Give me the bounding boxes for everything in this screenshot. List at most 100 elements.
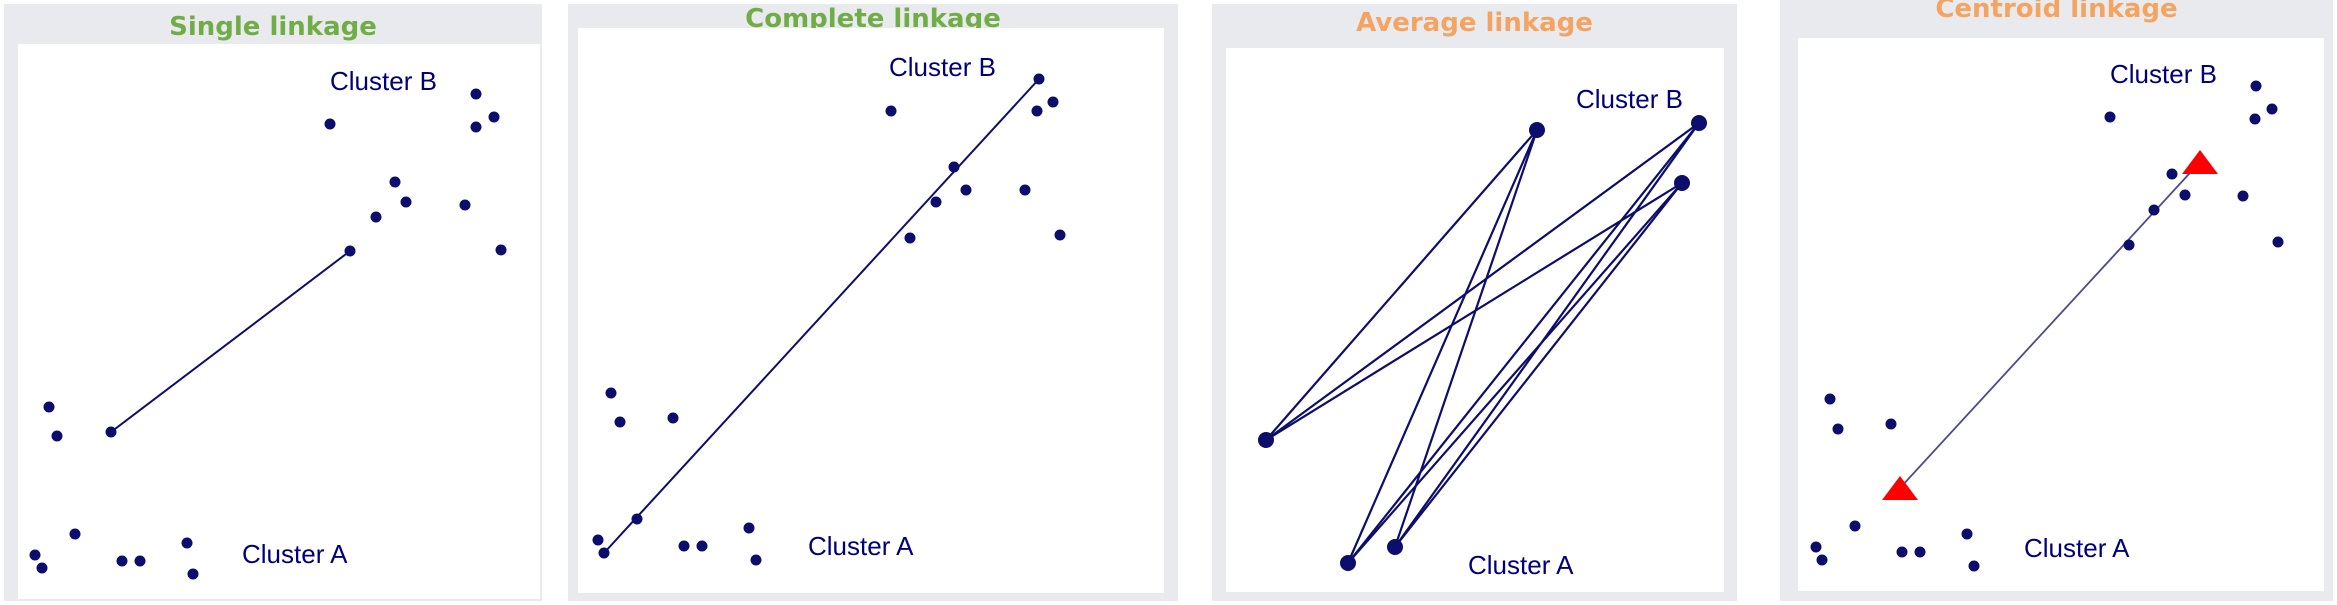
- data-point: [678, 540, 690, 552]
- centroid-linkage-line: [1899, 161, 2201, 489]
- cluster-b-points: [2104, 80, 2284, 251]
- data-point: [1914, 546, 1926, 558]
- data-point: [1691, 115, 1707, 131]
- data-point: [1816, 554, 1828, 566]
- linkage-line: [1347, 122, 1700, 564]
- data-point: [69, 528, 81, 540]
- data-point: [631, 513, 643, 525]
- plot-svg: Cluster B Cluster A: [29, 66, 507, 580]
- data-point: [1832, 423, 1844, 435]
- data-point: [1047, 96, 1059, 108]
- panel-title: Centroid linkage: [1935, 0, 2178, 24]
- linkage-line: [1393, 129, 1539, 548]
- plot-svg: Cluster B Cluster A: [1258, 84, 1707, 580]
- data-point: [2179, 189, 2191, 201]
- data-point: [2266, 103, 2278, 115]
- data-point: [370, 211, 382, 223]
- panel-complete-linkage: Complete linkage Cluster: [568, 4, 1178, 601]
- plot-area: [578, 28, 1164, 593]
- data-point: [29, 549, 41, 561]
- linkage-line: [1347, 182, 1683, 564]
- data-point: [1824, 393, 1836, 405]
- data-point: [592, 534, 604, 546]
- data-point: [2249, 113, 2261, 125]
- linkage-line: [1265, 129, 1538, 441]
- data-point: [2104, 111, 2116, 123]
- data-point: [1258, 432, 1274, 448]
- data-point: [344, 245, 356, 257]
- data-point: [181, 537, 193, 549]
- data-point: [324, 118, 336, 130]
- cluster-b-label: Cluster B: [2110, 59, 2217, 89]
- data-point: [598, 547, 610, 559]
- linkage-line: [1394, 182, 1683, 548]
- panel-title: Single linkage: [169, 12, 377, 42]
- cluster-a-label: Cluster A: [808, 531, 914, 561]
- cluster-b-label: Cluster B: [330, 66, 437, 96]
- linkage-line: [1265, 122, 1700, 441]
- data-point: [1885, 418, 1897, 430]
- panel-single-linkage: Single linkage Cluster B: [4, 4, 542, 601]
- panel-title: Average linkage: [1356, 8, 1593, 38]
- data-point: [1387, 539, 1403, 555]
- plot-svg: Cluster B Cluster A: [1810, 59, 2284, 572]
- centroid-a-triangle: [1882, 476, 1918, 500]
- linkage-line: [110, 250, 351, 433]
- cluster-b-label: Cluster B: [1576, 84, 1683, 114]
- data-point: [960, 184, 972, 196]
- cluster-b-points: [885, 73, 1066, 244]
- data-point: [1968, 560, 1980, 572]
- data-point: [1896, 546, 1908, 558]
- data-point: [36, 562, 48, 574]
- data-point: [2237, 190, 2249, 202]
- data-point: [105, 426, 117, 438]
- data-point: [116, 555, 128, 567]
- data-point: [1529, 122, 1545, 138]
- plot-area: [1226, 48, 1724, 592]
- centroid-b-triangle: [2182, 150, 2218, 174]
- linkage-line: [603, 78, 1040, 554]
- cluster-b-label: Cluster B: [889, 52, 996, 82]
- cluster-a-label: Cluster A: [242, 539, 348, 569]
- data-point: [470, 121, 482, 133]
- data-point: [1961, 528, 1973, 540]
- data-point: [2123, 239, 2135, 251]
- data-point: [470, 88, 482, 100]
- linkage-line: [1346, 129, 1539, 564]
- cluster-a-points: [29, 401, 199, 580]
- data-point: [2272, 236, 2284, 248]
- data-point: [1674, 175, 1690, 191]
- data-point: [1340, 555, 1356, 571]
- data-point: [51, 430, 63, 442]
- data-point: [1849, 520, 1861, 532]
- cluster-a-label: Cluster A: [1468, 550, 1574, 580]
- data-point: [187, 568, 199, 580]
- data-point: [696, 540, 708, 552]
- data-point: [134, 555, 146, 567]
- linkage-line: [1265, 182, 1683, 441]
- data-point: [1033, 73, 1045, 85]
- plot-svg: Cluster B Cluster A: [592, 52, 1066, 566]
- cluster-points: [1258, 115, 1707, 571]
- data-point: [459, 199, 471, 211]
- cluster-a-points: [1810, 393, 1980, 572]
- data-point: [605, 387, 617, 399]
- panel-average-linkage: Average linkage Cluster B Cluster A: [1212, 4, 1737, 601]
- data-point: [488, 111, 500, 123]
- data-point: [750, 554, 762, 566]
- plot-area: [18, 44, 540, 599]
- data-point: [667, 412, 679, 424]
- cluster-b-points: [324, 88, 507, 257]
- data-point: [904, 232, 916, 244]
- data-point: [2250, 80, 2262, 92]
- data-point: [43, 401, 55, 413]
- data-point: [930, 196, 942, 208]
- data-point: [495, 244, 507, 256]
- linkage-line: [1394, 122, 1700, 548]
- panel-centroid-linkage: Centroid linkage: [1780, 0, 2333, 601]
- data-point: [1810, 541, 1822, 553]
- data-point: [743, 522, 755, 534]
- data-point: [1031, 105, 1043, 117]
- data-point: [1054, 229, 1066, 241]
- data-point: [885, 105, 897, 117]
